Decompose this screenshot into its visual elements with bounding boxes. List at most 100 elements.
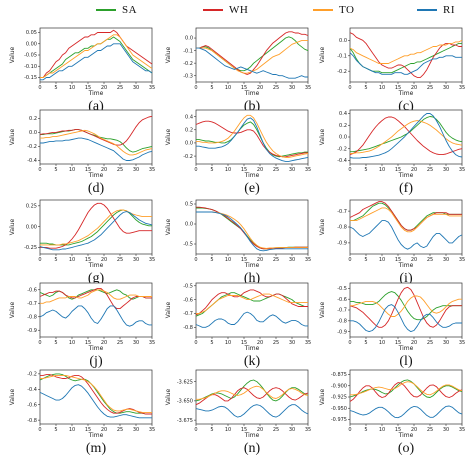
panel-1-xtick-label-7: 35: [149, 85, 155, 91]
panel-12-xlabel: Time: [398, 345, 414, 352]
panel-10-xtick-label-5: 25: [117, 340, 123, 346]
panel-15-ytick-label-3: -0.950: [331, 406, 347, 412]
panel-14-ytick-label-2: -3.675: [177, 418, 193, 424]
panel-14-xtick-label-2: 10: [225, 427, 231, 433]
panel-11-ylabel: Value: [165, 301, 172, 318]
panel-10-frame: [39, 282, 153, 338]
panel-7-ytick-label-1: 0.00: [26, 224, 37, 230]
panel-15-ytick-label-1: -0.900: [331, 383, 347, 389]
panel-12: -0.5 -0.6 -0.7 -0.8 -0.90 5 10 15 20 25 30 35 Time Va…: [319, 282, 465, 369]
panel-5-xtick-label-4: 20: [257, 167, 263, 173]
panel-4-xtick-label-3: 15: [85, 167, 91, 173]
panel-2-xtick-label-1: 5: [210, 85, 213, 91]
panel-6-ytick-label-0: 0.4: [339, 111, 347, 117]
panel-9-xtick-label-1: 5: [364, 257, 367, 263]
panel-10-line-to: [40, 289, 152, 304]
panel-9-xtick-label-0: 0: [348, 257, 351, 263]
panel-2-ytick-label-3: -0.3: [183, 73, 193, 79]
panel-5-ytick-label-1: 0.2: [185, 127, 193, 133]
panel-5-xtick-label-5: 25: [273, 167, 279, 173]
legend-swatch-sa: [96, 9, 116, 11]
panel-7-ytick-label-2: -0.25: [24, 245, 37, 251]
panel-3-xlabel: Time: [398, 90, 414, 97]
panel-12-ytick-label-3: -0.8: [337, 319, 347, 325]
panel-14-xtick-label-4: 20: [257, 427, 263, 433]
panel-8-xtick-label-3: 15: [241, 257, 247, 263]
panel-12-xtick-label-0: 0: [348, 340, 351, 346]
panel-11-xtick-label-6: 30: [289, 340, 295, 346]
panel-5-xtick-label-1: 5: [210, 167, 213, 173]
panel-5-line-to: [196, 114, 309, 158]
panel-15-ylabel: Value: [319, 388, 326, 405]
panel-5-ylabel: Value: [165, 128, 172, 145]
panel-12-ytick-label-1: -0.6: [337, 297, 347, 303]
panel-14-line-ri: [195, 404, 309, 418]
panel-10-xtick-label-2: 10: [69, 340, 75, 346]
panel-1-line-to: [40, 34, 153, 78]
panel-2-ytick-label-1: -0.1: [183, 48, 193, 54]
panel-5-line-sa: [196, 121, 308, 158]
legend-swatch-to: [313, 9, 333, 11]
panel-7-xtick-label-2: 10: [69, 257, 75, 263]
panel-3-ylabel: Value: [319, 46, 326, 63]
panel-14-xtick-label-6: 30: [289, 427, 295, 433]
panel-8-frame: [195, 199, 309, 255]
panel-9-ytick-label-0: -0.7: [337, 209, 347, 215]
legend-swatch-ri: [417, 9, 437, 11]
panel-3-ytick-label-1: -0.1: [337, 53, 347, 59]
panel-4-xtick-label-5: 25: [117, 167, 123, 173]
panel-10-ytick-label-1: -0.7: [27, 301, 37, 307]
panel-13-xtick-label-0: 0: [38, 427, 41, 433]
panel-10-xtick-label-7: 35: [149, 340, 155, 346]
panel-9: -0.7 -0.8 -0.9 0 5 10 15 20 25 30 35 Time Value (i): [319, 199, 465, 286]
panel-12-xtick-label-5: 25: [427, 340, 433, 346]
panel-7-xtick-label-6: 30: [133, 257, 139, 263]
legend-swatch-wh: [203, 9, 223, 11]
panel-6-line-wh: [349, 116, 463, 156]
panel-11-xtick-label-1: 5: [210, 340, 213, 346]
panel-5-line-wh: [195, 120, 308, 158]
panel-3-line-ri: [349, 52, 462, 75]
panel-11-ytick-label-0: -0.5: [183, 283, 193, 289]
panel-12-ytick-label-0: -0.5: [337, 286, 347, 292]
panel-4-xtick-label-0: 0: [38, 167, 41, 173]
panel-7-xtick-label-7: 35: [149, 257, 155, 263]
panel-10: -0.6 -0.7 -0.8 -0.90 5 10 15 20 25 30 35 Time Value (…: [9, 282, 155, 369]
panel-13-xtick-label-4: 20: [101, 427, 107, 433]
panel-14-caption: (n): [244, 441, 261, 456]
panel-13-xtick-label-2: 10: [69, 427, 75, 433]
panel-15-frame: [349, 369, 463, 425]
panel-5-xtick-label-7: 35: [305, 167, 311, 173]
panel-13-ytick-label-3: -0.8: [27, 418, 37, 424]
panel-12-xtick-label-1: 5: [364, 340, 367, 346]
panel-7: 0.25 0.00 -0.250 5 10 15 20 25 30 35 Time Value (g): [9, 199, 155, 286]
panel-8: 0.5 0.0 -0.5 0 5 10 15 20 25 30 35 Time Value (h): [165, 199, 311, 286]
panel-11-xtick-label-5: 25: [273, 340, 279, 346]
panel-3-xtick-label-4: 20: [411, 85, 417, 91]
panel-12-line-ri: [350, 304, 462, 333]
panel-6-ytick-label-4: -0.4: [337, 158, 347, 164]
panel-11-xtick-label-7: 35: [305, 340, 311, 346]
panel-14-xtick-label-0: 0: [194, 427, 197, 433]
panel-13-caption: (m): [86, 441, 107, 456]
panel-14-xlabel: Time: [244, 432, 260, 439]
panel-4-line-sa: [40, 129, 153, 153]
panel-1-ytick-label-4: -0.15: [24, 75, 37, 81]
panel-11-xtick-label-0: 0: [194, 340, 197, 346]
panel-15-ytick-label-0: -0.875: [331, 372, 347, 378]
panel-2-xtick-label-3: 15: [241, 85, 247, 91]
panel-8-xtick-label-1: 5: [210, 257, 213, 263]
panel-11-line-ri: [195, 311, 308, 328]
legend: SA WH TO RI: [0, 0, 474, 20]
legend-label-sa: SA: [122, 4, 138, 16]
panel-1-xlabel: Time: [88, 90, 104, 97]
panel-7-xtick-label-5: 25: [117, 257, 123, 263]
panel-6: 0.4 0.2 0.0 -0.2 -0.40 5 10 15 20 25 30 35 Time Value…: [319, 109, 465, 196]
panel-8-xtick-label-6: 30: [289, 257, 295, 263]
panel-8-caption: (h): [244, 271, 261, 286]
panel-4-ytick-label-0: 0.2: [29, 116, 37, 122]
panel-15-xlabel: Time: [398, 432, 414, 439]
panel-1-xtick-label-0: 0: [38, 85, 41, 91]
